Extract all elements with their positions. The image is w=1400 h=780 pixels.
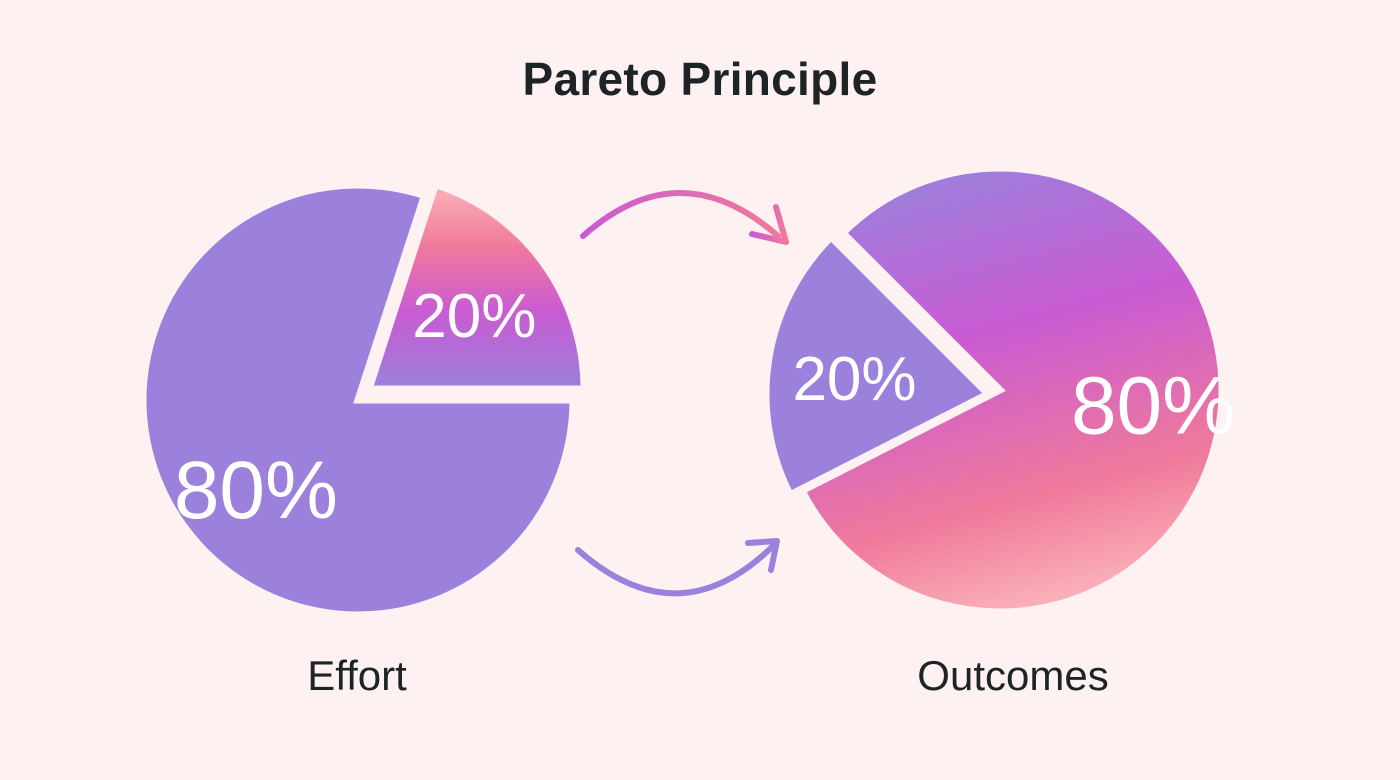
pie-labels: 80% 20%	[174, 282, 537, 536]
pie-slice-20	[762, 232, 994, 500]
outcomes-pie: 80% 20%	[762, 164, 1235, 616]
effort-caption: Effort	[307, 652, 407, 699]
arrowhead-icon	[745, 538, 780, 573]
curved-arrow-icon	[575, 540, 779, 597]
effort-pie: 80% 20%	[139, 180, 588, 619]
slice-label: 80%	[174, 445, 338, 536]
pie-slice-20	[364, 180, 588, 393]
pie-slices	[139, 180, 588, 619]
slice-label: 20%	[412, 282, 536, 351]
curved-arrow-icon	[580, 190, 781, 239]
pie-slice-80	[797, 164, 1226, 616]
slice-label: 80%	[1071, 360, 1235, 451]
chart-title: Pareto Principle	[522, 53, 878, 105]
arrowhead-icon	[749, 204, 789, 245]
top-arrow	[580, 190, 789, 245]
pie-slice-80	[139, 181, 577, 619]
bottom-arrow	[575, 538, 780, 597]
pie-labels: 80% 20%	[792, 345, 1235, 451]
pie-slices	[762, 164, 1226, 616]
slice-label: 20%	[792, 345, 916, 414]
outcomes-caption: Outcomes	[917, 652, 1109, 699]
